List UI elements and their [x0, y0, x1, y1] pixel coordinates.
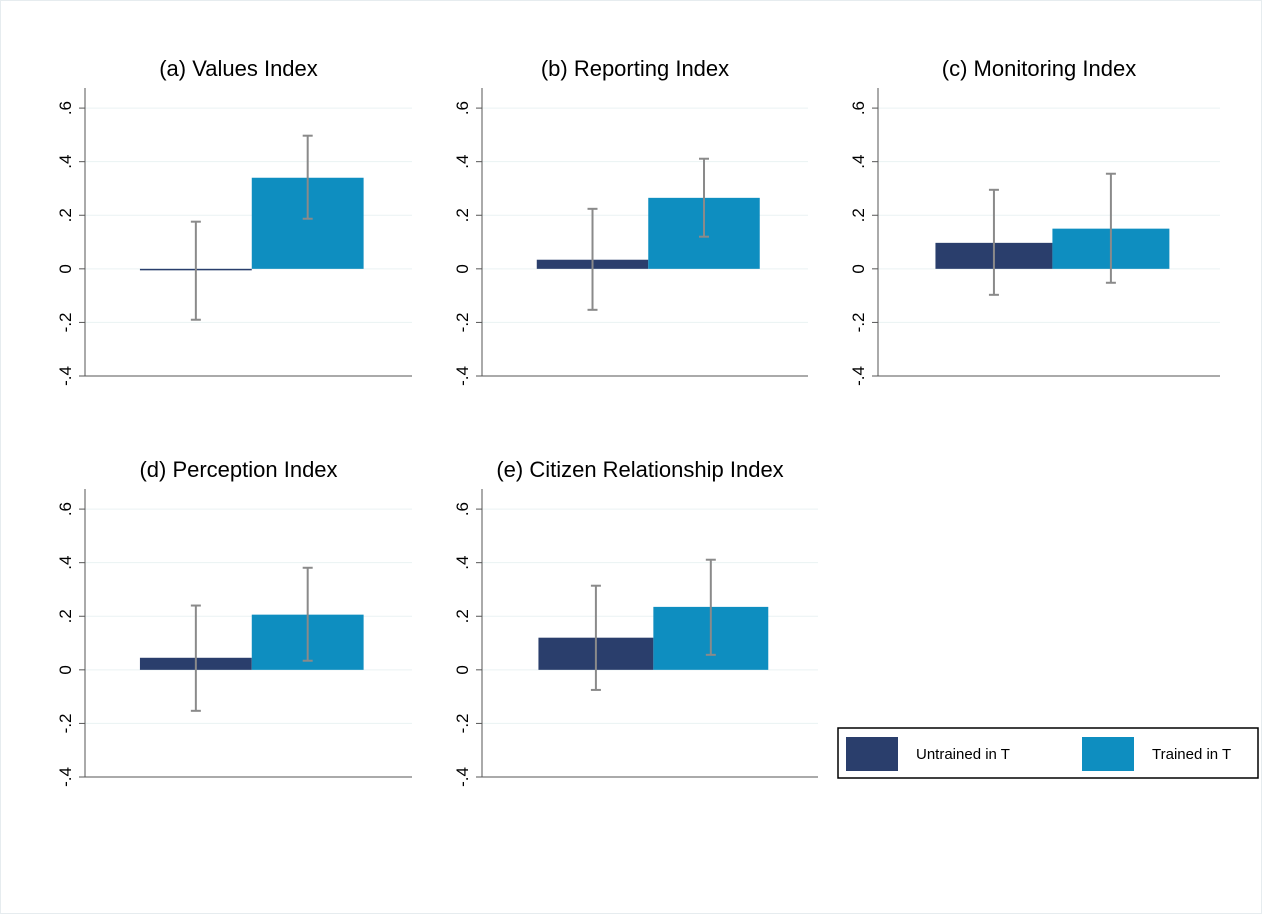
y-tick-label: 0: [453, 665, 472, 674]
y-tick-label: 0: [56, 665, 75, 674]
panel-title: (e) Citizen Relationship Index: [496, 457, 783, 482]
y-tick-label: .4: [56, 155, 75, 169]
y-tick-label: -.2: [56, 713, 75, 733]
y-tick-label: -.2: [849, 312, 868, 332]
y-tick-label: .2: [453, 208, 472, 222]
panel-title: (c) Monitoring Index: [942, 56, 1136, 81]
y-tick-label: .2: [849, 208, 868, 222]
panel-title: (d) Perception Index: [139, 457, 337, 482]
legend-label: Trained in T: [1152, 746, 1231, 763]
legend-box: [837, 727, 1259, 779]
y-tick-label: -.4: [56, 366, 75, 386]
y-tick-label: .6: [453, 101, 472, 115]
legend-swatch: [1082, 737, 1134, 771]
y-tick-label: .6: [56, 502, 75, 516]
y-tick-label: .6: [453, 502, 472, 516]
y-tick-label: -.2: [453, 713, 472, 733]
legend-label: Untrained in T: [916, 746, 1010, 763]
y-tick-label: .4: [849, 155, 868, 169]
panel-title: (a) Values Index: [159, 56, 318, 81]
y-tick-label: .4: [453, 556, 472, 570]
y-tick-label: -.4: [56, 767, 75, 787]
y-tick-label: .2: [56, 609, 75, 623]
y-tick-label: 0: [453, 264, 472, 273]
y-tick-label: -.4: [849, 366, 868, 386]
panel-title: (b) Reporting Index: [541, 56, 729, 81]
y-tick-label: -.4: [453, 767, 472, 787]
y-tick-label: -.2: [453, 312, 472, 332]
y-tick-label: .2: [56, 208, 75, 222]
y-tick-label: -.2: [56, 312, 75, 332]
y-tick-label: .2: [453, 609, 472, 623]
y-tick-label: 0: [849, 264, 868, 273]
y-tick-label: .6: [849, 101, 868, 115]
y-tick-label: -.4: [453, 366, 472, 386]
y-tick-label: .4: [56, 556, 75, 570]
legend-swatch: [846, 737, 898, 771]
y-tick-label: 0: [56, 264, 75, 273]
y-tick-label: .4: [453, 155, 472, 169]
y-tick-label: .6: [56, 101, 75, 115]
